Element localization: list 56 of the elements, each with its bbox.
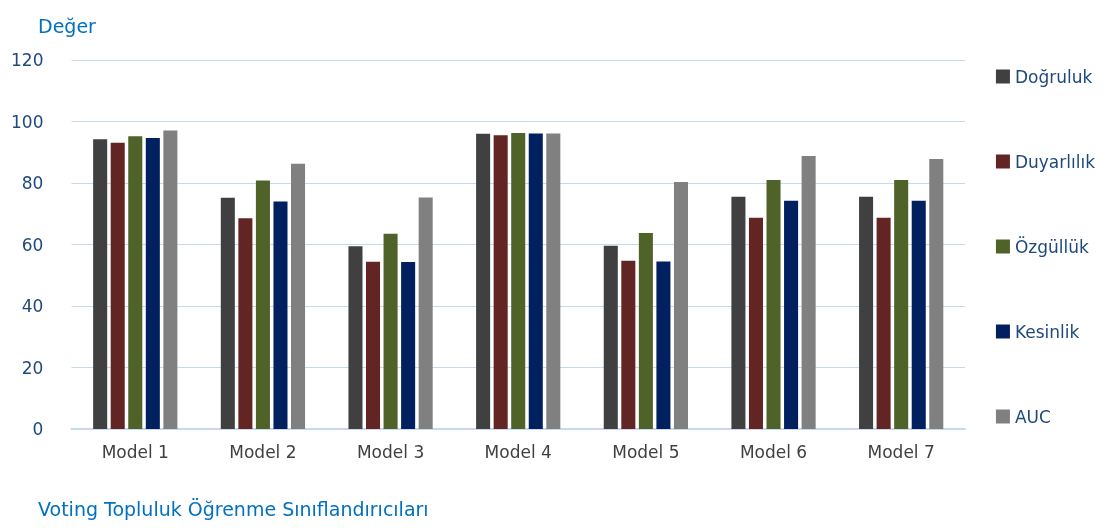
bar — [476, 133, 491, 429]
bar — [493, 135, 508, 429]
bar — [145, 138, 160, 429]
bar — [621, 260, 636, 429]
y-axis-title: Değer — [38, 14, 97, 37]
bar — [731, 196, 746, 429]
legend-label: Kesinlik — [1014, 321, 1080, 342]
x-tick-label: Model 6 — [739, 441, 808, 462]
bar — [273, 201, 288, 429]
y-tick-label: 80 — [21, 173, 44, 193]
x-axis-title: Voting Topluluk Öğrenme Sınıflandırıcıları — [38, 497, 429, 520]
bar — [638, 233, 653, 429]
bar — [163, 130, 178, 429]
bar — [656, 261, 671, 429]
bar — [220, 197, 235, 429]
bar — [528, 133, 543, 429]
bar — [784, 200, 799, 429]
x-tick-label: Model 5 — [612, 441, 680, 462]
bar — [894, 179, 909, 429]
bar — [748, 217, 763, 429]
bar — [128, 136, 143, 429]
legend-label: Özgüllük — [1014, 235, 1090, 257]
y-tick-label: 100 — [10, 111, 44, 132]
y-tick-label: 60 — [21, 234, 44, 255]
y-tick-label: 40 — [21, 296, 44, 316]
bar — [511, 132, 526, 429]
y-tick-label: 20 — [21, 357, 44, 378]
x-tick-label: Model 2 — [229, 441, 297, 462]
legend-label: Duyarlılık — [1014, 151, 1096, 172]
legend-label: AUC — [1014, 406, 1051, 427]
bar — [859, 196, 874, 429]
bar — [929, 159, 944, 429]
bar — [418, 197, 433, 429]
x-tick-label: Model 4 — [484, 441, 552, 462]
bar — [546, 133, 561, 429]
bar — [93, 139, 108, 429]
bar — [383, 233, 398, 429]
y-tick-label: 120 — [10, 50, 44, 70]
bar — [876, 217, 891, 429]
x-tick-label: Model 1 — [101, 441, 169, 462]
bar — [401, 262, 416, 429]
bar — [110, 142, 125, 429]
bar — [348, 246, 363, 429]
bar — [673, 182, 688, 429]
bar — [766, 179, 781, 429]
legend-label: Doğruluk — [1014, 66, 1093, 87]
bar — [366, 261, 381, 429]
bar — [255, 180, 270, 429]
x-tick-label: Model 3 — [356, 441, 425, 462]
y-tick-label: 0 — [32, 419, 44, 439]
bar — [801, 155, 816, 429]
bar — [911, 200, 926, 429]
bar — [603, 245, 618, 429]
bar — [238, 218, 253, 429]
bar — [291, 163, 306, 429]
x-tick-label: Model 7 — [867, 441, 935, 462]
